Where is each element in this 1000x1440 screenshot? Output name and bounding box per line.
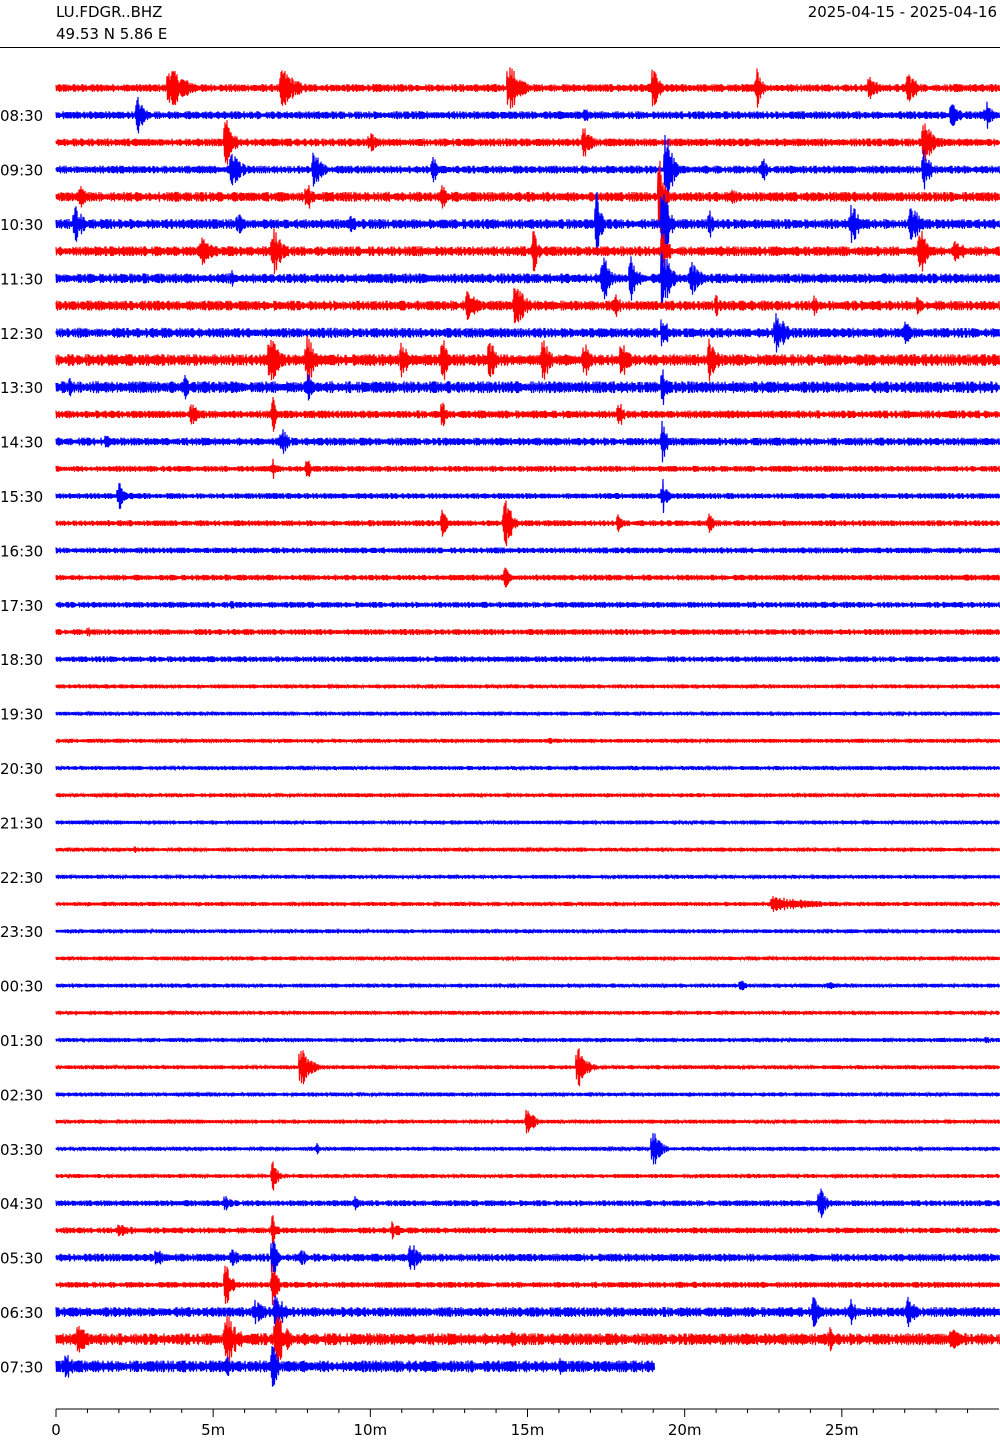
hour-label: 23:30	[0, 923, 43, 941]
trace-2300	[55, 896, 1000, 912]
hour-label: 00:30	[0, 978, 43, 996]
trace-2330	[55, 927, 1000, 935]
hour-label: 03:30	[0, 1141, 43, 1159]
trace-0130	[55, 1036, 1000, 1044]
x-tick-label: 5m	[201, 1421, 225, 1439]
trace-1800	[55, 627, 1000, 637]
trace-0400	[55, 1161, 1000, 1191]
hour-label: 16:30	[0, 542, 43, 560]
date-range: 2025-04-15 - 2025-04-16	[807, 3, 997, 21]
trace-1030	[55, 191, 1000, 257]
trace-1400	[55, 396, 1000, 432]
hour-label: 19:30	[0, 706, 43, 724]
trace-0830	[55, 96, 1000, 134]
trace-1530	[55, 478, 1000, 514]
trace-0330	[55, 1133, 1000, 1165]
trace-2030	[55, 764, 1000, 772]
trace-0630	[55, 1295, 1000, 1329]
trace-1730	[55, 600, 1000, 609]
hour-label-group: 08:30 09:30 10:30 11:30 12:30 13:30 14:30 15:30…	[0, 107, 43, 1376]
hour-label: 15:30	[0, 488, 43, 506]
trace-1230	[55, 313, 1000, 353]
trace-0100	[55, 1009, 1000, 1017]
hour-label: 13:30	[0, 379, 43, 397]
trace-1430	[55, 420, 1000, 463]
trace-0730	[55, 1346, 656, 1387]
trace-1330	[55, 369, 1000, 406]
trace-0430	[55, 1188, 1000, 1218]
trace-0900	[55, 120, 1000, 165]
x-tick-label: 20m	[668, 1421, 702, 1439]
hour-label: 09:30	[0, 162, 43, 180]
trace-1930	[55, 710, 1000, 717]
trace-0000	[55, 955, 1000, 962]
hour-label: 22:30	[0, 869, 43, 887]
trace-2200	[55, 846, 1000, 854]
hour-label: 01:30	[0, 1032, 43, 1050]
trace-1830	[55, 656, 1000, 663]
header-divider	[0, 47, 1000, 48]
hour-label: 10:30	[0, 216, 43, 234]
station-coordinates: 49.53 N 5.86 E	[56, 25, 168, 43]
trace-1600	[55, 500, 1000, 547]
trace-0230	[55, 1091, 1000, 1098]
hour-label: 02:30	[0, 1086, 43, 1104]
trace-1000	[55, 160, 1000, 233]
trace-2130	[55, 819, 1000, 826]
trace-0930	[55, 134, 1000, 205]
trace-0800	[55, 67, 1000, 109]
trace-0200	[55, 1048, 1000, 1087]
trace-1130	[55, 251, 1000, 306]
hour-label: 08:30	[0, 107, 43, 125]
trace-1700	[55, 567, 1000, 588]
hour-label: 04:30	[0, 1195, 43, 1213]
x-axis: 0 5m 10m 15m 20m 25m	[51, 1408, 999, 1439]
station-code: LU.FDGR..BHZ	[56, 3, 163, 21]
trace-1630	[55, 547, 1000, 554]
trace-0300	[55, 1109, 1000, 1134]
trace-0700	[55, 1315, 1000, 1363]
trace-2000	[55, 737, 1000, 745]
hour-label: 12:30	[0, 325, 43, 343]
trace-0530	[55, 1240, 1000, 1275]
x-tick-label: 25m	[825, 1421, 859, 1439]
hour-label: 18:30	[0, 651, 43, 669]
hour-label: 21:30	[0, 814, 43, 832]
trace-group	[55, 67, 1000, 1387]
x-tick-label: 15m	[511, 1421, 545, 1439]
trace-1200	[55, 288, 1000, 324]
x-tick-label: 10m	[353, 1421, 387, 1439]
trace-0030	[55, 980, 1000, 991]
hour-label: 06:30	[0, 1304, 43, 1322]
hour-label: 07:30	[0, 1358, 43, 1376]
hour-label: 14:30	[0, 434, 43, 452]
trace-0600	[55, 1264, 1000, 1306]
trace-2100	[55, 791, 1000, 799]
trace-1900	[55, 683, 1000, 690]
trace-1100	[55, 228, 1000, 274]
hour-label: 17:30	[0, 597, 43, 615]
trace-2230	[55, 873, 1000, 881]
hour-label: 11:30	[0, 270, 43, 288]
x-tick-label: 0	[51, 1421, 61, 1439]
trace-0500	[55, 1215, 1000, 1246]
hour-label: 05:30	[0, 1250, 43, 1268]
trace-1300	[55, 335, 1000, 385]
hour-label: 20:30	[0, 760, 43, 778]
trace-1500	[55, 458, 1000, 479]
